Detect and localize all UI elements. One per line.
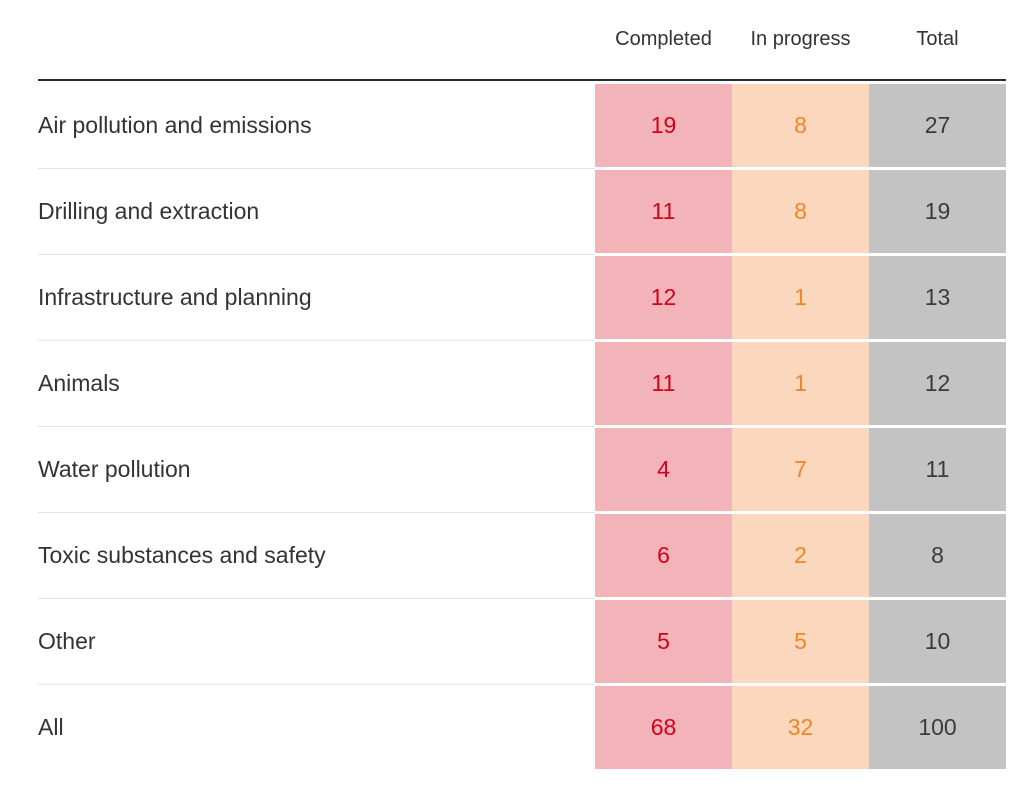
total-value: 10 <box>869 600 1006 683</box>
in-progress-value: 7 <box>732 428 869 511</box>
row-label: Infrastructure and planning <box>38 256 595 341</box>
total-value: 19 <box>869 170 1006 253</box>
completed-value: 68 <box>595 686 732 769</box>
completed-value: 5 <box>595 600 732 683</box>
row-label: All <box>38 714 64 740</box>
in-progress-value: 32 <box>732 686 869 769</box>
table-row: All 68 32 100 <box>38 686 1006 769</box>
in-progress-value: 2 <box>732 514 869 597</box>
completed-value: 6 <box>595 514 732 597</box>
row-label: Water pollution <box>38 428 595 513</box>
table-row: Other 5 5 10 <box>38 600 1006 685</box>
table-row: Toxic substances and safety 6 2 8 <box>38 514 1006 599</box>
in-progress-value: 1 <box>732 342 869 425</box>
table-body: Air pollution and emissions 19 8 27 Dril… <box>38 84 1006 769</box>
in-progress-value: 8 <box>732 84 869 167</box>
completed-value: 11 <box>595 342 732 425</box>
column-header-completed: Completed <box>615 28 712 50</box>
table-row: Drilling and extraction 11 8 19 <box>38 170 1006 255</box>
total-value: 13 <box>869 256 1006 339</box>
row-label: Toxic substances and safety <box>38 514 595 599</box>
table-row: Water pollution 4 7 11 <box>38 428 1006 513</box>
in-progress-value: 8 <box>732 170 869 253</box>
completed-value: 12 <box>595 256 732 339</box>
column-header-total: Total <box>916 28 959 50</box>
table-row: Air pollution and emissions 19 8 27 <box>38 84 1006 169</box>
status-summary-table: Completed In progress Total Air pollutio… <box>38 0 1006 769</box>
completed-value: 19 <box>595 84 732 167</box>
completed-value: 11 <box>595 170 732 253</box>
completed-value: 4 <box>595 428 732 511</box>
table-row: Infrastructure and planning 12 1 13 <box>38 256 1006 341</box>
header-rule <box>38 79 1006 81</box>
total-value: 27 <box>869 84 1006 167</box>
in-progress-value: 5 <box>732 600 869 683</box>
total-value: 8 <box>869 514 1006 597</box>
in-progress-value: 1 <box>732 256 869 339</box>
total-value: 12 <box>869 342 1006 425</box>
row-label: Animals <box>38 342 595 427</box>
table-header: Completed In progress Total <box>38 0 1006 79</box>
row-label: Other <box>38 600 595 685</box>
total-value: 11 <box>869 428 1006 511</box>
row-label: Drilling and extraction <box>38 170 595 255</box>
table-row: Animals 11 1 12 <box>38 342 1006 427</box>
total-value: 100 <box>869 686 1006 769</box>
row-label: Air pollution and emissions <box>38 84 595 169</box>
column-header-in-progress: In progress <box>750 28 851 50</box>
